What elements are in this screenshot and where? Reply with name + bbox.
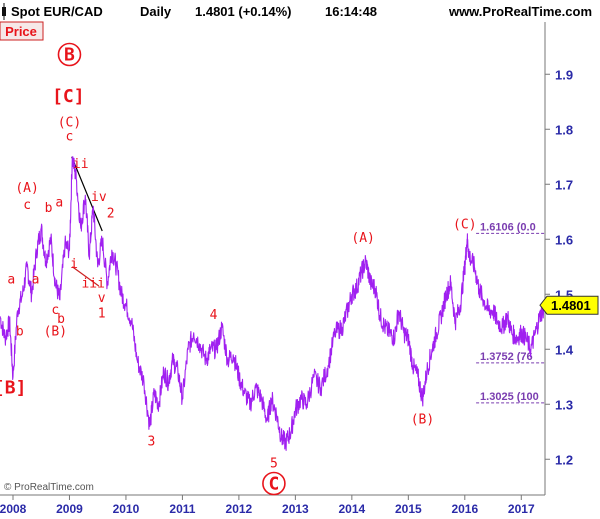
wave-label: (C)	[453, 217, 476, 232]
trendline	[71, 266, 100, 287]
wave-label: (A)	[351, 231, 374, 246]
fib-level-label: 1.3025 (100	[480, 391, 539, 403]
wave-label: v	[98, 291, 106, 306]
wave-label: 5	[270, 457, 278, 472]
wave-label: i	[70, 257, 78, 272]
copyright-label: © ProRealTime.com	[4, 482, 94, 493]
x-tick-label: 2009	[56, 502, 83, 516]
price-tab[interactable]	[0, 21, 44, 41]
wave-label: (B)	[411, 413, 434, 428]
wave-label: a	[7, 272, 15, 287]
website-label: www.ProRealTime.com	[448, 4, 592, 19]
wave-label: (C)	[58, 116, 81, 131]
x-tick-label: 2015	[395, 502, 422, 516]
y-axis-ticks: 1.21.31.41.51.61.71.81.9	[545, 67, 574, 467]
x-tick-label: 2017	[508, 502, 535, 516]
period-label: Daily	[140, 4, 172, 19]
wave-label: 2	[107, 206, 115, 221]
y-tick-label: 1.9	[555, 67, 573, 82]
x-tick-label: 2008	[0, 502, 27, 516]
last-price-marker: 1.4801	[539, 295, 599, 315]
trendlines	[71, 156, 103, 287]
y-tick-label: 1.8	[555, 122, 573, 137]
wave-label: iv	[91, 190, 107, 205]
x-tick-label: 2010	[113, 502, 140, 516]
x-tick-label: 2013	[282, 502, 309, 516]
y-tick-label: 1.7	[555, 177, 573, 192]
wave-circle	[57, 42, 82, 67]
y-axis-panel	[546, 22, 600, 495]
y-tick-label: 1.6	[555, 232, 573, 247]
fib-level-label: 1.3752 (76	[480, 351, 533, 363]
wave-label: a	[32, 272, 40, 287]
x-tick-label: 2011	[169, 502, 195, 516]
wave-label: C	[268, 474, 279, 495]
price-series-line	[0, 156, 546, 451]
x-tick-label: 2014	[338, 502, 365, 516]
price-tab-label: Price	[5, 24, 37, 39]
instrument-name: Spot EUR/CAD	[11, 4, 103, 19]
trendline	[71, 156, 103, 232]
wave-label: 1	[98, 306, 106, 321]
wave-label: b	[16, 325, 24, 340]
wave-label: a	[55, 195, 63, 210]
x-tick-label: 2012	[226, 502, 253, 516]
wave-label: [C]	[52, 86, 85, 107]
y-tick-label: 1.4	[555, 342, 574, 357]
x-tick-label: 2016	[451, 502, 478, 516]
last-price-label: 1.4801	[551, 298, 591, 313]
fib-levels: 1.6106 (0.0 1.3752 (76 1.3025 (100	[476, 221, 545, 404]
fib-level-label: 1.6106 (0.0	[480, 221, 536, 233]
wave-label: b	[45, 201, 53, 216]
wave-labels: B[C](C)ciiiv2(A)cbaaabiiiiv1cb(B)[B]345C…	[0, 42, 477, 496]
y-tick-label: 1.3	[555, 397, 573, 412]
time-label: 16:14:48	[325, 4, 377, 19]
x-axis-ticks: 2008 2009 2010 2011 2012 2013 2014 2015 2016 2017	[0, 495, 535, 516]
wave-label: (A)	[15, 181, 38, 196]
header-bar	[0, 0, 600, 22]
quote-label: 1.4801 (+0.14%)	[195, 4, 291, 19]
wave-label: [B]	[0, 377, 26, 398]
wave-label: c	[51, 303, 59, 318]
wave-label: iii	[81, 277, 104, 292]
wave-label: 3	[147, 435, 155, 450]
wave-label: (B)	[44, 325, 67, 340]
candlestick-icon	[2, 3, 6, 20]
wave-label: B	[64, 45, 75, 66]
wave-label: c	[66, 129, 74, 144]
wave-label: 4	[210, 308, 218, 323]
y-tick-label: 1.2	[555, 452, 573, 467]
wave-label: c	[23, 198, 31, 213]
wave-label: b	[57, 312, 65, 327]
wave-label: ii	[73, 157, 89, 172]
wave-circle	[262, 471, 286, 496]
